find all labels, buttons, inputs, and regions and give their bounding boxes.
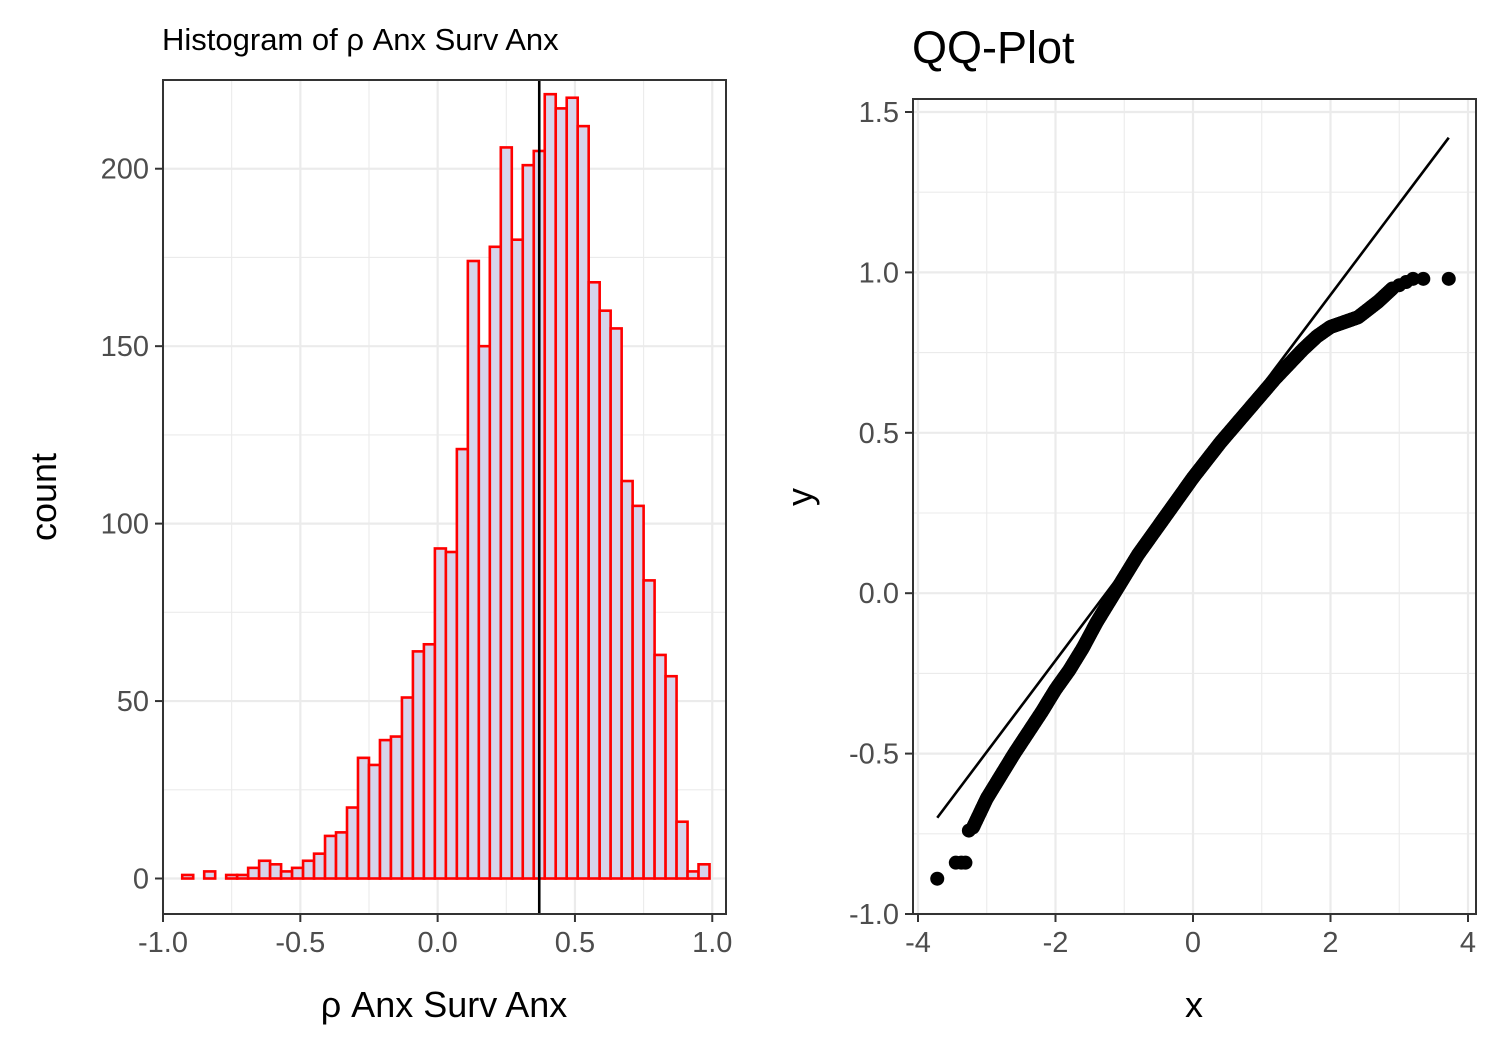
qq-point xyxy=(1416,271,1431,286)
histogram-bar xyxy=(257,859,272,880)
histogram-x-tick-label: 0.5 xyxy=(555,927,595,959)
qq-plot-panel-border xyxy=(912,98,1477,915)
histogram-bar xyxy=(697,863,711,880)
qq-x-tick-label: 4 xyxy=(1460,927,1476,959)
qq-y-tick-label: 1.5 xyxy=(859,97,899,129)
histogram-bar xyxy=(620,479,634,880)
histogram-bar xyxy=(554,107,569,880)
histogram-bar xyxy=(367,763,382,880)
histogram-bar xyxy=(180,873,195,880)
qq-x-tick-label: -2 xyxy=(1043,927,1069,959)
qq-point xyxy=(1406,271,1420,286)
qq-points xyxy=(930,271,1456,886)
qq-y-tick-label: -0.5 xyxy=(849,739,899,771)
histogram-bar xyxy=(433,547,448,880)
histogram-bar xyxy=(642,579,656,880)
histogram-title: Histogram of ρ Anx Surv Anx xyxy=(162,22,559,57)
histogram-bar xyxy=(202,870,217,880)
qq-plot-panel: QQ-Plot -4 -2 0 2 4 -1.0 -0.5 0.0 0.5 1.0 1.5 x y xyxy=(779,22,1477,1025)
histogram-bar xyxy=(444,550,459,880)
histogram-bar xyxy=(653,653,667,880)
histogram-bar xyxy=(268,863,283,880)
histogram-bar xyxy=(422,642,437,880)
histogram-y-tick-label: 50 xyxy=(117,686,149,718)
histogram-y-axis: 0 50 100 150 200 xyxy=(101,154,163,896)
qq-y-tick-label: -1.0 xyxy=(849,899,899,931)
histogram-bar xyxy=(609,327,623,880)
histogram-bar xyxy=(565,96,579,880)
histogram-bar xyxy=(477,344,492,880)
qq-y-axis-title: y xyxy=(779,488,820,506)
histogram-bar xyxy=(411,650,426,880)
histogram-bar xyxy=(543,92,558,880)
histogram-bar xyxy=(587,280,601,880)
qq-x-tick-label: -4 xyxy=(905,927,931,959)
histogram-panel: Histogram of ρ Anx Surv Anx -1.0 -0.5 0.0 0… xyxy=(23,22,732,1025)
qq-point xyxy=(961,823,976,838)
histogram-bar xyxy=(400,696,415,880)
histogram-bar xyxy=(576,124,590,880)
histogram-x-axis-title: ρ Anx Surv Anx xyxy=(321,984,568,1025)
histogram-x-tick-label: -0.5 xyxy=(275,927,325,959)
histogram-bar xyxy=(224,873,239,880)
histogram-x-tick-label: -1.0 xyxy=(138,927,188,959)
histogram-bar xyxy=(235,873,250,880)
histogram-panel-border xyxy=(162,79,727,915)
histogram-bar xyxy=(664,674,678,880)
qq-point xyxy=(958,855,973,870)
histogram-x-axis: -1.0 -0.5 0.0 0.5 1.0 xyxy=(138,914,732,959)
qq-x-axis-title: x xyxy=(1185,984,1203,1025)
qq-x-tick-label: 2 xyxy=(1322,927,1338,959)
histogram-bar xyxy=(345,806,360,880)
qq-point xyxy=(930,871,945,886)
histogram-y-tick-label: 100 xyxy=(101,509,149,541)
qq-y-tick-label: 1.0 xyxy=(859,257,899,289)
histogram-bar xyxy=(686,870,700,880)
histogram-y-axis-title: count xyxy=(23,453,64,541)
histogram-bar xyxy=(301,859,316,880)
qq-x-axis: -4 -2 0 2 4 xyxy=(905,914,1476,959)
qq-point xyxy=(1441,271,1456,286)
histogram-bar xyxy=(356,756,371,880)
histogram-x-tick-label: 1.0 xyxy=(692,927,732,959)
qq-y-axis: -1.0 -0.5 0.0 0.5 1.0 1.5 xyxy=(849,97,913,931)
qq-y-tick-label: 0.0 xyxy=(859,578,899,610)
histogram-y-tick-label: 150 xyxy=(101,331,149,363)
histogram-bar xyxy=(521,163,536,880)
histogram-bar xyxy=(334,831,349,880)
histogram-bar xyxy=(510,238,525,880)
qq-plot-title: QQ-Plot xyxy=(912,22,1075,73)
histogram-bar xyxy=(378,738,393,880)
histogram-bar xyxy=(675,820,689,880)
histogram-bar xyxy=(312,852,327,880)
qq-x-tick-label: 0 xyxy=(1185,927,1201,959)
histogram-bar xyxy=(488,245,503,880)
histogram-bar xyxy=(455,447,470,880)
histogram-bar xyxy=(389,735,404,880)
histogram-bar xyxy=(246,866,261,880)
histogram-bar xyxy=(466,259,481,880)
qq-y-tick-label: 0.5 xyxy=(859,418,899,450)
histogram-bar xyxy=(323,834,338,880)
histogram-y-tick-label: 200 xyxy=(101,154,149,186)
histogram-bar xyxy=(279,870,294,880)
histogram-bar xyxy=(499,146,514,880)
histogram-bar xyxy=(598,309,612,880)
histogram-x-tick-label: 0.0 xyxy=(417,927,457,959)
histogram-bar xyxy=(631,504,645,880)
histogram-bar xyxy=(290,866,305,880)
histogram-y-tick-label: 0 xyxy=(133,864,149,896)
